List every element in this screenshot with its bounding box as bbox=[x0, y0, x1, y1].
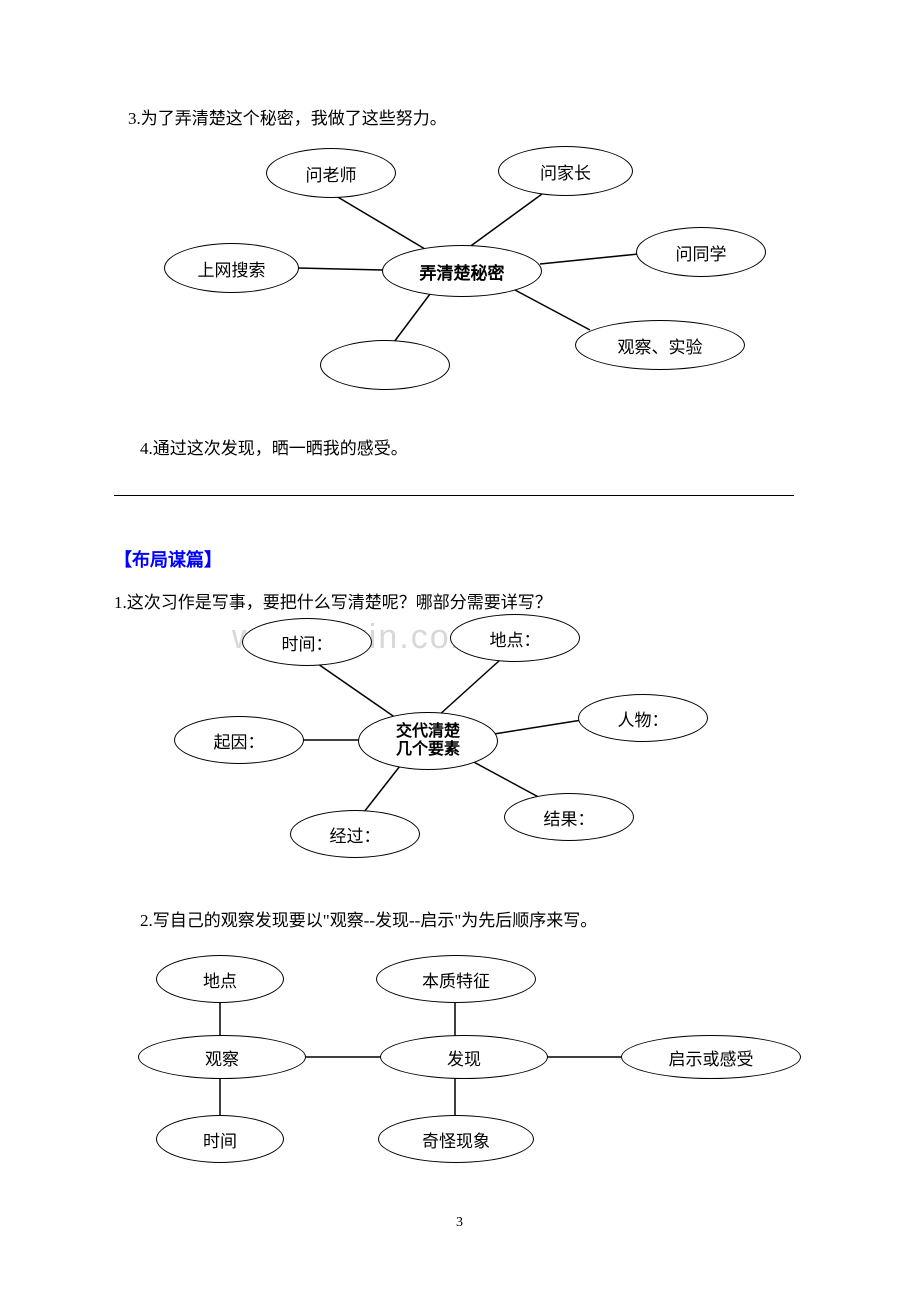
d3-node-observe: 观察 bbox=[138, 1035, 306, 1079]
d2-node-cause: 起因： bbox=[174, 716, 304, 764]
d1-node-search: 上网搜索 bbox=[164, 243, 299, 293]
d1-node-teacher: 问老师 bbox=[266, 148, 396, 198]
d2-node-time: 时间： bbox=[242, 618, 372, 666]
d1-node-blank bbox=[320, 340, 450, 390]
d3-node-time: 时间 bbox=[156, 1115, 284, 1163]
d3-node-strange: 奇怪现象 bbox=[378, 1115, 534, 1163]
d3-node-essence: 本质特征 bbox=[376, 955, 536, 1003]
d3-node-discover: 发现 bbox=[380, 1035, 548, 1079]
d2-node-result: 结果： bbox=[504, 793, 634, 841]
d2-center: 交代清楚几个要素 bbox=[358, 712, 498, 770]
d2-node-person: 人物： bbox=[578, 694, 708, 742]
d1-node-experiment: 观察、实验 bbox=[575, 320, 745, 370]
d1-node-parent: 问家长 bbox=[498, 146, 633, 196]
d2-node-place: 地点： bbox=[450, 614, 580, 662]
d1-node-classmate: 问同学 bbox=[636, 227, 766, 277]
d3-node-place: 地点 bbox=[156, 955, 284, 1003]
d3-node-insight: 启示或感受 bbox=[621, 1035, 801, 1079]
d2-node-process: 经过： bbox=[290, 810, 420, 858]
d1-center: 弄清楚秘密 bbox=[382, 245, 542, 297]
